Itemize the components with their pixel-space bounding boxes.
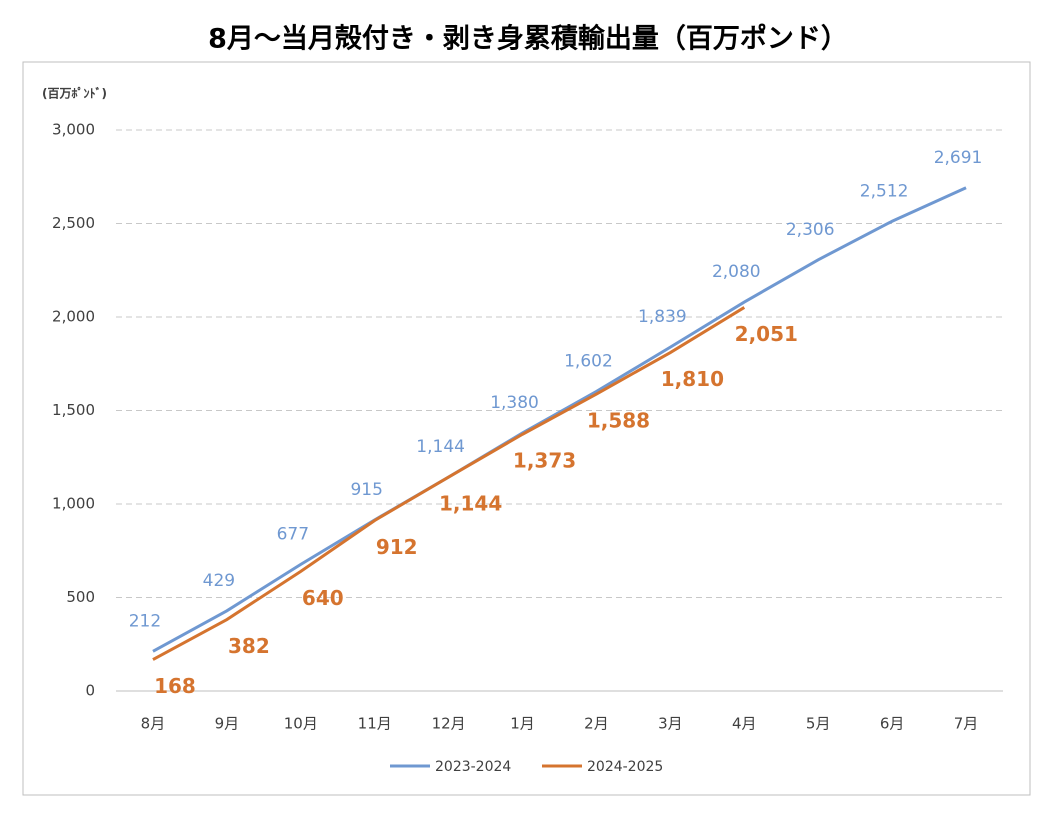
value-label: 1,144 — [416, 437, 465, 457]
x-tick-label: 9月 — [215, 715, 240, 733]
value-label: 1,810 — [661, 367, 724, 391]
y-tick-label: 1,000 — [52, 495, 95, 513]
x-tick-label: 11月 — [358, 715, 392, 733]
value-label: 1,144 — [439, 492, 502, 516]
value-label: 2,080 — [712, 262, 761, 282]
value-label: 677 — [277, 524, 309, 544]
y-tick-label: 3,000 — [52, 121, 95, 139]
y-tick-label: 1,500 — [52, 401, 95, 419]
value-label: 915 — [350, 480, 382, 500]
value-label: 2,051 — [735, 322, 798, 346]
value-label: 1,602 — [564, 351, 613, 371]
x-tick-label: 8月 — [141, 715, 166, 733]
x-tick-label: 10月 — [284, 715, 318, 733]
value-label: 1,380 — [490, 393, 539, 413]
value-label: 212 — [129, 611, 161, 631]
chart-frame — [22, 61, 1031, 796]
value-label: 640 — [302, 586, 344, 610]
series-line — [152, 306, 746, 661]
legend-label: 2023-2024 — [435, 759, 511, 775]
value-label: 1,373 — [513, 449, 576, 473]
value-label: 382 — [228, 634, 270, 658]
value-label: 912 — [376, 535, 418, 559]
value-label: 2,512 — [860, 181, 909, 201]
chart-title: 8月～当月殻付き・剥き身累積輸出量（百万ポンド） — [208, 23, 848, 55]
y-axis-label: (百万ﾎﾟﾝﾄﾞ) — [42, 86, 107, 101]
x-tick-label: 6月 — [880, 715, 905, 733]
x-tick-label: 5月 — [806, 715, 831, 733]
y-tick-label: 2,000 — [52, 308, 95, 326]
y-tick-label: 0 — [85, 682, 95, 700]
series-line — [152, 186, 967, 653]
value-label: 1,588 — [587, 409, 650, 433]
y-tick-label: 2,500 — [52, 214, 95, 232]
x-tick-label: 7月 — [954, 715, 979, 733]
x-tick-label: 1月 — [510, 715, 535, 733]
x-tick-label: 4月 — [732, 715, 757, 733]
x-tick-label: 3月 — [658, 715, 683, 733]
x-tick-label: 12月 — [432, 715, 466, 733]
value-label: 429 — [203, 571, 235, 591]
x-tick-label: 2月 — [584, 715, 609, 733]
value-label: 2,306 — [786, 220, 835, 240]
value-label: 2,691 — [934, 148, 983, 168]
value-label: 168 — [154, 674, 196, 698]
legend-label: 2024-2025 — [587, 759, 663, 775]
y-tick-label: 500 — [66, 588, 95, 606]
value-label: 1,839 — [638, 307, 687, 327]
